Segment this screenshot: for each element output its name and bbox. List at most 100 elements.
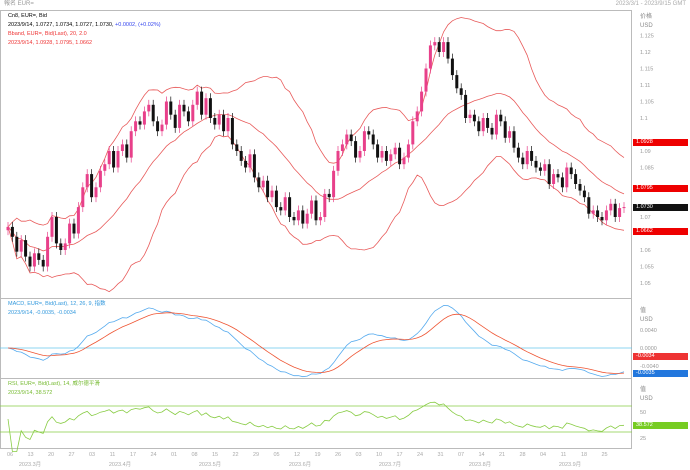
macd-value-tag: -0.0035 (633, 370, 688, 377)
candle-body (468, 114, 472, 118)
price-tick-label: 1.12 (640, 50, 651, 56)
last-price-tag: 1.0730 (633, 204, 688, 211)
price-tick-label: 1.125 (640, 34, 654, 40)
month-label: 2023.8月 (469, 461, 491, 468)
candle-body (72, 223, 76, 234)
candle-body (41, 259, 45, 267)
x-tick-label: 06 (7, 452, 13, 458)
month-label: 2023.4月 (109, 461, 131, 468)
candle-body (24, 240, 28, 257)
price-change: +0.0002, (+0.02%) (115, 22, 161, 28)
rsi-pane (0, 378, 632, 449)
candle-body (46, 236, 50, 267)
candle-body (552, 174, 556, 184)
macd-legend: MACD, EUR=, Bid(Last), 12, 26, 9, 指数 202… (8, 300, 106, 318)
macd-tick-label: 0.0040 (640, 328, 657, 334)
candle-body (398, 147, 402, 165)
candle-body (402, 157, 406, 165)
candle-body (164, 101, 168, 125)
candle-body (591, 210, 595, 214)
candle-body (380, 151, 384, 158)
candle-body (288, 197, 292, 217)
rsi-tick-label: 50 (640, 410, 646, 416)
candle-body (582, 190, 586, 198)
month-label: 2023.9月 (559, 461, 581, 468)
candle-body (411, 121, 415, 145)
month-label: 2023.3月 (19, 461, 41, 468)
candle-body (547, 164, 551, 184)
candle-body (134, 121, 138, 132)
candle-body (565, 167, 569, 188)
candle-body (169, 101, 173, 115)
candle-body (50, 217, 54, 237)
candle-body (213, 118, 217, 125)
candle-body (32, 253, 36, 267)
macd-tick-label: 0.0000 (640, 346, 657, 352)
candle-body (323, 193, 327, 217)
window-title: 報名 EUR= (4, 1, 34, 7)
candle-body (160, 124, 164, 132)
candle-body (292, 217, 296, 221)
x-tick-label: 13 (27, 452, 33, 458)
bband-middle-line (7, 93, 625, 252)
candle-body (129, 131, 133, 158)
candle-body (437, 42, 441, 52)
candle-body (314, 200, 318, 221)
candle-body (472, 114, 476, 122)
bband-mid-tag: 1.0795 (633, 185, 688, 192)
candle-body (464, 94, 468, 118)
month-label: 2023.6月 (289, 461, 311, 468)
candle-body (340, 144, 344, 151)
date-range: 2023/3/1 - 2023/9/15 GMT (615, 1, 686, 7)
price-tick-label: 1.105 (640, 100, 654, 106)
bband-values: 2023/9/14, 1.0928, 1.0795, 1.0662 (8, 40, 93, 46)
candle-body (556, 174, 560, 178)
candle-body (195, 91, 199, 105)
candle-body (450, 58, 454, 76)
price-series-label: Cn8, EUR=, Bid (8, 13, 47, 19)
x-tick-label: 07 (458, 452, 464, 458)
candle-body (525, 151, 529, 165)
candle-body (494, 114, 498, 135)
candle-body (569, 167, 573, 175)
rsi-axis-title: 值 (640, 387, 647, 393)
x-tick-label: 27 (68, 452, 74, 458)
candle-body (345, 134, 349, 145)
candle-body (332, 170, 336, 198)
price-axis-unit: USD (640, 23, 653, 29)
candle-body (296, 210, 300, 221)
bband-upper-tag: 1.0928 (633, 139, 688, 146)
x-tick-label: 19 (314, 452, 320, 458)
candle-body (486, 118, 490, 128)
candle-body (613, 203, 617, 217)
candle-body (543, 164, 547, 171)
x-tick-label: 28 (519, 452, 525, 458)
x-tick-label: 20 (48, 452, 54, 458)
candle-body (420, 91, 424, 112)
x-tick-label: 26 (335, 452, 341, 458)
candle-body (376, 144, 380, 158)
main-legend: Cn8, EUR=, Bid 2023/9/14, 1.0727, 1.0734… (8, 12, 161, 48)
candle-body (415, 111, 419, 122)
price-axis-title: 价格 (640, 14, 653, 20)
x-tick-label: 24 (417, 452, 423, 458)
candle-body (336, 151, 340, 171)
candle-body (94, 187, 98, 198)
x-tick-label: 24 (150, 452, 156, 458)
candle-body (521, 157, 525, 165)
month-label: 2023.5月 (199, 461, 221, 468)
candle-body (428, 45, 432, 69)
x-tick-label: 04 (540, 452, 546, 458)
candle-body (125, 144, 129, 158)
x-tick-label: 03 (89, 452, 95, 458)
candle-body (318, 217, 322, 221)
candle-body (252, 154, 256, 178)
candle-body (587, 197, 591, 214)
candle-body (442, 42, 446, 52)
candle-body (120, 144, 124, 151)
candle-body (68, 223, 72, 244)
candle-body (327, 193, 331, 198)
candle-body (367, 131, 371, 135)
candle-body (618, 208, 622, 217)
